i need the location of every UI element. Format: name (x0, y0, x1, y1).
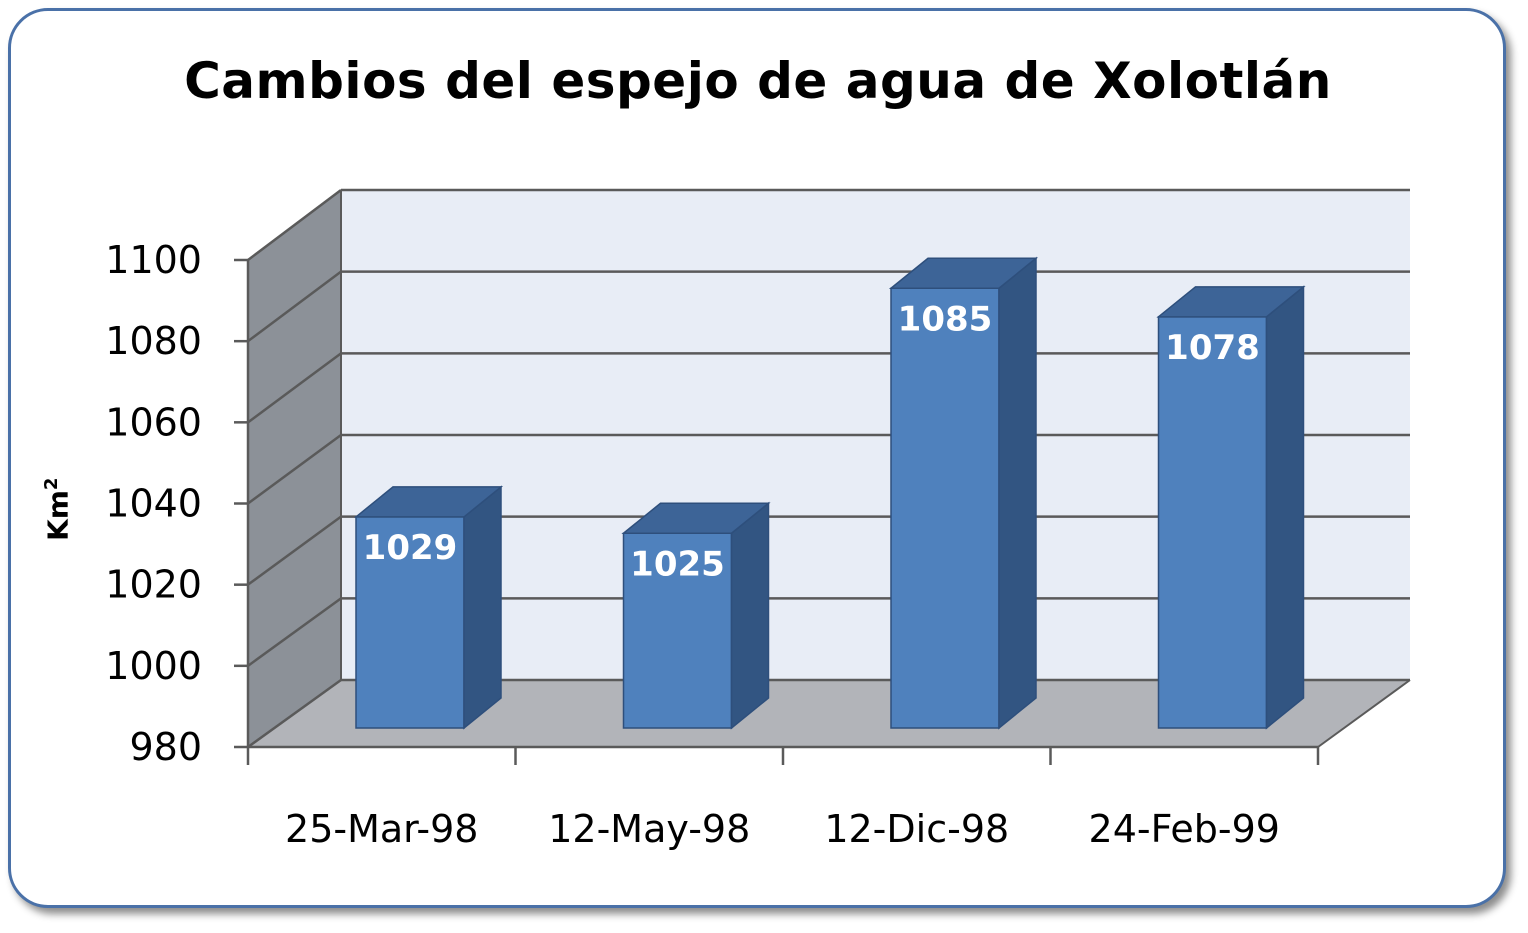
x-tick-label: 12-May-98 (548, 807, 750, 851)
bar-side (998, 256, 1037, 730)
bar-top (888, 257, 1039, 289)
gridline-side (247, 433, 342, 505)
y-tick-label: 1040 (105, 482, 202, 526)
data-label: 1085 (898, 299, 993, 339)
y-tick-label: 1060 (105, 400, 202, 444)
bar-side (463, 485, 502, 730)
floor (248, 680, 1410, 747)
bar-side (1265, 285, 1305, 730)
y-tick-label: 980 (129, 725, 202, 769)
bar-top (1156, 286, 1306, 318)
data-label: 1025 (630, 544, 725, 584)
bar-front (622, 532, 733, 729)
x-tick-label: 25-Mar-98 (285, 807, 478, 851)
gridline-side (247, 678, 342, 749)
y-tick-label: 1100 (105, 238, 202, 282)
data-label: 1078 (1165, 328, 1260, 368)
floor-edge (1317, 679, 1411, 748)
x-tick-label: 24-Feb-99 (1089, 807, 1280, 851)
y-tick-label: 1000 (105, 644, 202, 688)
bar-top (621, 502, 771, 534)
y-tick-label: 1020 (105, 563, 202, 607)
bar-side (730, 501, 770, 730)
gridline-side (247, 352, 342, 424)
gridline-side (247, 270, 342, 343)
chart-title: Cambios del espejo de agua de Xolotlán (184, 52, 1332, 110)
bar-front (355, 516, 465, 729)
bar-top (353, 486, 504, 518)
gridline-side (247, 189, 342, 261)
gridline-side (247, 597, 342, 667)
bar-front (1157, 316, 1268, 729)
x-tick-label: 12-Dic-98 (824, 807, 1009, 851)
data-label: 1029 (363, 528, 458, 568)
gridline-side (247, 515, 342, 586)
y-tick-label: 1080 (105, 319, 202, 363)
bar-front (890, 287, 1000, 729)
